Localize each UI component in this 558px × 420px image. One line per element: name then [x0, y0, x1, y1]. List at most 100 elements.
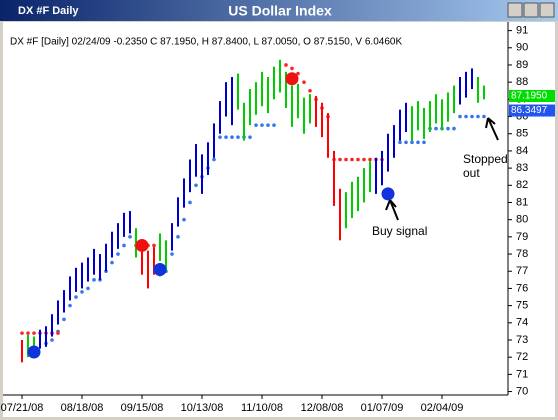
sell-signal [135, 238, 149, 252]
y-tick-label: 89 [516, 59, 528, 71]
support-dot [212, 157, 216, 162]
support-dot [452, 126, 456, 131]
x-tick-label: 11/10/08 [241, 402, 283, 414]
resistance-dot [152, 243, 156, 248]
support-dot [92, 278, 96, 282]
buy-signal [153, 263, 167, 277]
support-dot [476, 114, 480, 119]
y-tick-label: 77 [516, 265, 528, 277]
resistance-dot [302, 80, 306, 84]
support-dot [86, 286, 90, 291]
price-marker-label: 87.1950 [511, 91, 548, 102]
y-tick-label: 90 [516, 42, 528, 54]
support-dot [464, 114, 468, 119]
price-marker [509, 104, 555, 117]
y-tick-label: 76 [516, 282, 528, 294]
y-tick-label: 78 [516, 248, 528, 260]
y-tick-label: 72 [516, 351, 528, 363]
y-tick-label: 71 [516, 368, 528, 380]
title-bar [0, 0, 558, 21]
y-tick-label: 81 [516, 196, 528, 208]
x-tick-label: 12/08/08 [301, 402, 344, 414]
support-dot [80, 290, 84, 294]
x-tick-label: 01/07/09 [361, 402, 404, 414]
support-dot [446, 126, 450, 131]
resistance-dot [368, 157, 372, 162]
buy-signal [27, 345, 41, 359]
support-dot [122, 243, 126, 248]
y-tick-label: 79 [516, 231, 528, 243]
support-dot [236, 135, 240, 139]
support-dot [422, 140, 426, 145]
resistance-dot [26, 331, 30, 335]
price-marker-label: 86.3497 [511, 105, 548, 116]
support-dot [398, 140, 402, 145]
support-dot [74, 295, 78, 299]
y-tick-label: 74 [516, 317, 528, 329]
x-tick-label: 07/21/08 [1, 402, 44, 414]
resistance-dot [20, 331, 24, 335]
support-dot [116, 252, 120, 256]
header: DX #F [Daily] 02/24/09 -0.2350 C 87.1950… [10, 37, 402, 48]
x-tick-label: 09/15/08 [121, 402, 164, 414]
support-dot [260, 123, 264, 127]
support-dot [410, 140, 414, 145]
support-dot [482, 114, 486, 119]
y-tick-label: 83 [516, 162, 528, 174]
support-dot [224, 135, 228, 139]
resistance-dot [356, 157, 360, 162]
support-dot [218, 135, 222, 139]
resistance-dot [338, 157, 342, 162]
y-tick-label: 73 [516, 334, 528, 346]
support-dot [266, 123, 270, 127]
arrow [485, 117, 499, 141]
window-buttons[interactable] [507, 2, 555, 18]
support-dot [128, 235, 132, 239]
support-dot [272, 123, 276, 127]
resistance-dot [350, 157, 354, 162]
annotation: Buy signal [372, 224, 427, 238]
support-dot [470, 114, 474, 119]
y-tick-label: 85 [516, 128, 528, 140]
support-dot [68, 303, 72, 308]
annotation: out [463, 166, 480, 180]
support-dot [50, 338, 54, 342]
support-dot [188, 200, 192, 205]
support-dot [176, 235, 180, 239]
support-dot [62, 317, 66, 322]
y-tick-label: 91 [516, 25, 528, 37]
arrow [385, 199, 399, 221]
support-dot [254, 123, 258, 127]
x-tick-label: 10/13/08 [181, 402, 224, 414]
buy-signal [381, 187, 395, 201]
y-tick-label: 70 [516, 385, 528, 397]
support-dot [170, 252, 174, 256]
x-tick-label: 02/04/09 [421, 402, 464, 414]
support-dot [416, 140, 420, 145]
support-dot [182, 217, 186, 222]
y-tick-label: 75 [516, 300, 528, 312]
support-dot [230, 135, 234, 139]
sell-signal [285, 72, 299, 86]
resistance-dot [290, 66, 294, 71]
resistance-dot [296, 71, 300, 76]
support-dot [194, 183, 198, 188]
y-tick-label: 82 [516, 179, 528, 191]
resistance-dot [32, 331, 36, 335]
support-dot [404, 140, 408, 145]
x-tick-label: 08/18/08 [61, 402, 104, 414]
resistance-dot [344, 157, 348, 162]
chart-title: US Dollar Index [228, 3, 332, 19]
annotation: Stopped [463, 152, 508, 166]
resistance-dot [362, 157, 366, 162]
support-dot [110, 260, 114, 265]
resistance-dot [308, 88, 312, 93]
support-dot [458, 114, 462, 119]
y-tick-label: 84 [516, 145, 528, 157]
support-dot [248, 135, 252, 139]
window-title: DX #F Daily [18, 5, 79, 17]
y-tick-label: 80 [516, 214, 528, 226]
support-dot [434, 126, 438, 131]
resistance-dot [284, 63, 288, 67]
